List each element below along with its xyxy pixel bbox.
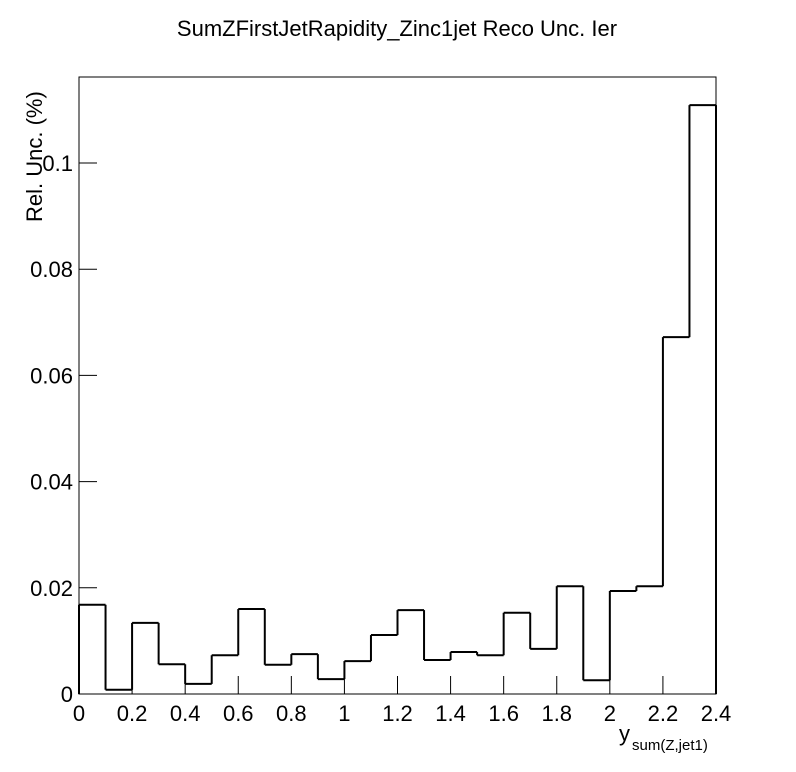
x-tick-label: 1 bbox=[338, 701, 350, 726]
x-tick-label: 1.8 bbox=[541, 701, 572, 726]
plot-frame bbox=[78, 76, 717, 695]
y-axis-label: Rel. Unc. (%) bbox=[22, 91, 47, 222]
x-axis-label: y bbox=[619, 721, 630, 746]
x-tick-label: 1.2 bbox=[382, 701, 413, 726]
y-tick-label: 0.06 bbox=[30, 363, 73, 388]
x-tick-label: 1.4 bbox=[435, 701, 466, 726]
x-tick-label: 0.2 bbox=[117, 701, 148, 726]
y-tick-label: 0.02 bbox=[30, 576, 73, 601]
x-tick-label: 0.8 bbox=[276, 701, 307, 726]
y-tick-label: 0 bbox=[61, 682, 73, 707]
x-tick-label: 2.2 bbox=[648, 701, 679, 726]
chart-title: SumZFirstJetRapidity_Zinc1jet Reco Unc. … bbox=[177, 16, 617, 41]
x-tick-label: 0 bbox=[73, 701, 85, 726]
x-tick-label: 2 bbox=[604, 701, 616, 726]
y-tick-label: 0.08 bbox=[30, 257, 73, 282]
y-tick-label: 0.1 bbox=[42, 151, 73, 176]
y-tick-label: 0.04 bbox=[30, 470, 73, 495]
x-tick-label: 0.4 bbox=[170, 701, 201, 726]
x-tick-label: 2.4 bbox=[701, 701, 732, 726]
x-tick-label: 1.6 bbox=[488, 701, 519, 726]
x-axis-label-subscript: sum(Z,jet1) bbox=[632, 737, 708, 754]
x-tick-label: 0.6 bbox=[223, 701, 254, 726]
